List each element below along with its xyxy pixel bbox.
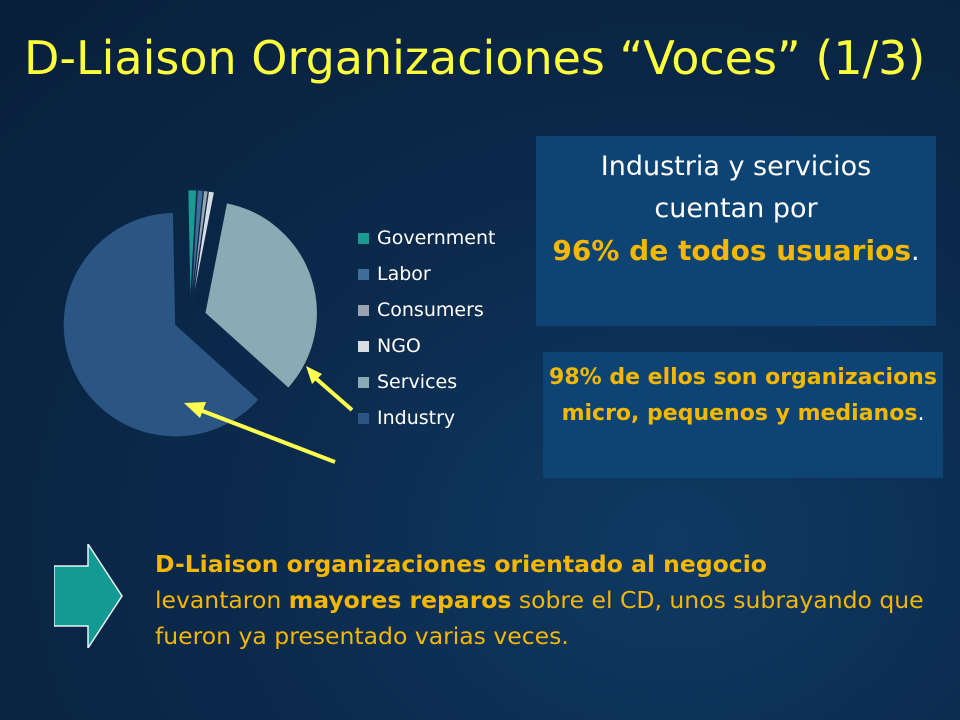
legend-swatch — [358, 268, 369, 280]
pie-slice-ngo — [192, 191, 215, 303]
summary-highlight-text: 96% de todos usuarios — [552, 234, 911, 267]
sme-box: 98% de ellos son organizacions micro, pe… — [543, 352, 943, 478]
summary-line-2: cuentan por — [654, 193, 818, 224]
legend-label: Industry — [377, 407, 456, 429]
conclusion-emphasis: mayores reparos — [288, 586, 512, 614]
legend-item-services: Services — [358, 364, 496, 400]
summary-box: Industria y servicios cuentan por 96% de… — [536, 136, 936, 326]
conclusion-lead: D-Liaison organizaciones orientado al ne… — [155, 550, 767, 578]
sme-text: 98% de ellos son organizacions micro, pe… — [549, 365, 937, 426]
legend-item-consumers: Consumers — [358, 292, 496, 328]
legend-swatch — [358, 376, 369, 388]
legend-label: Consumers — [377, 299, 484, 321]
legend-label: NGO — [377, 335, 421, 357]
legend-item-labor: Labor — [358, 256, 496, 292]
conclusion-part-2: sobre el CD, unos subrayando que fueron … — [155, 586, 924, 650]
legend-swatch — [358, 412, 369, 424]
legend-label: Labor — [377, 263, 431, 285]
summary-highlight: 96% de todos usuarios. — [536, 230, 936, 273]
conclusion-text: D-Liaison organizaciones orientado al ne… — [155, 546, 925, 654]
block-arrow-icon — [54, 544, 123, 648]
sme-period: . — [917, 401, 925, 426]
pie-slice-labor — [190, 189, 204, 303]
page-title: D-Liaison Organizaciones “Voces” (1/3) — [24, 31, 926, 85]
legend-swatch — [358, 232, 369, 244]
legend-label: Government — [377, 227, 496, 249]
summary-period: . — [911, 236, 920, 267]
pie-chart — [63, 189, 318, 437]
legend-label: Services — [377, 371, 458, 393]
conclusion-part-1: levantaron — [155, 586, 289, 614]
legend-item-industry: Industry — [358, 400, 496, 436]
pie-slice-consumers — [191, 190, 209, 303]
legend-item-government: Government — [358, 220, 496, 256]
summary-line-1: Industria y servicios — [600, 151, 872, 182]
legend-swatch — [358, 304, 369, 316]
pie-slice-services — [204, 202, 318, 389]
chart-legend: Government Labor Consumers NGO Services Indus… — [358, 220, 496, 436]
legend-item-ngo: NGO — [358, 328, 496, 364]
legend-swatch — [358, 340, 369, 352]
pie-slice-government — [187, 189, 197, 303]
